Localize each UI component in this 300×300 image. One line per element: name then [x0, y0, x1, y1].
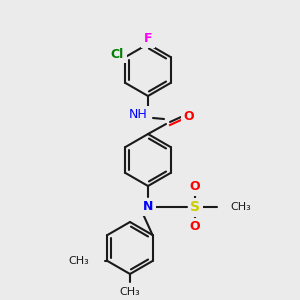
Text: NH: NH [129, 109, 147, 122]
Text: CH₃: CH₃ [230, 202, 251, 212]
Text: CH₃: CH₃ [120, 287, 140, 297]
Text: CH₃: CH₃ [69, 256, 89, 266]
Text: F: F [144, 32, 152, 46]
Text: Cl: Cl [111, 47, 124, 61]
Text: O: O [190, 181, 200, 194]
Text: S: S [190, 200, 200, 214]
Text: O: O [184, 110, 194, 124]
Text: N: N [143, 200, 153, 214]
Text: O: O [190, 220, 200, 233]
